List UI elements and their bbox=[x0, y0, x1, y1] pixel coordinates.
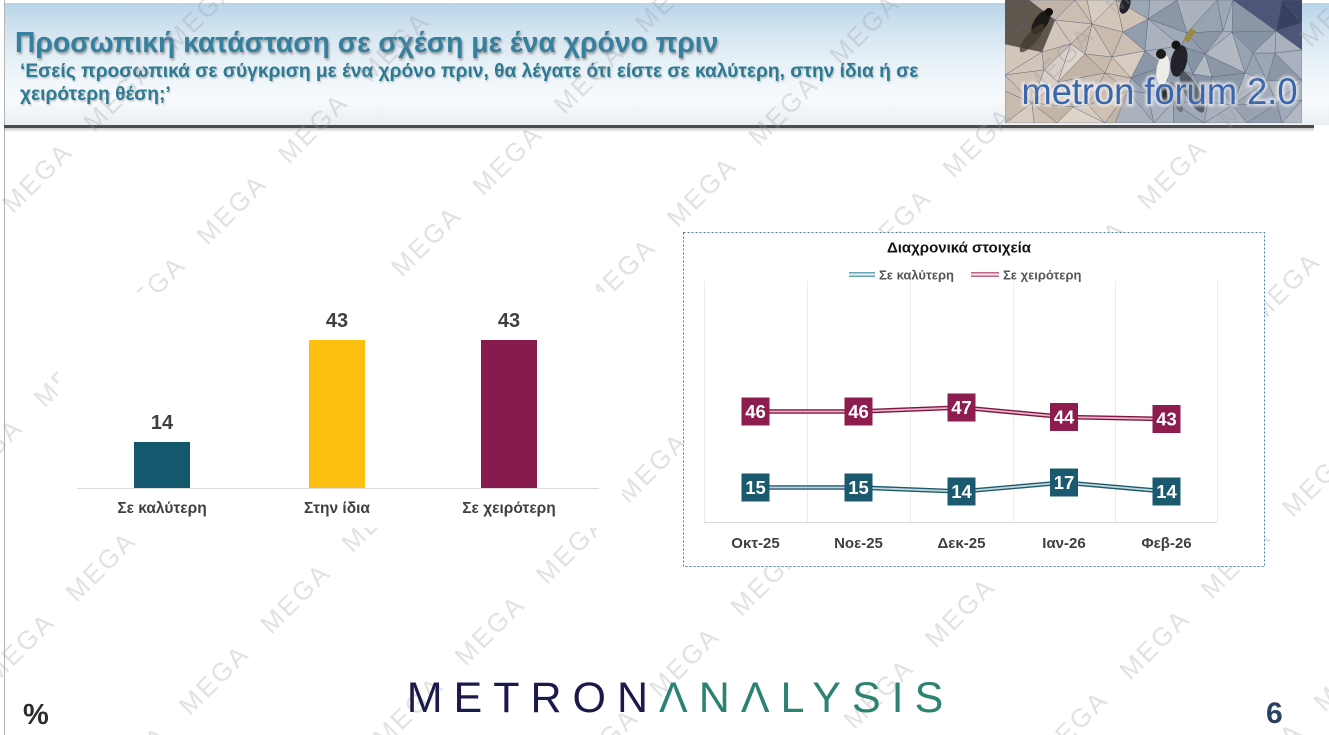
svg-text:Νοε-25: Νοε-25 bbox=[834, 535, 883, 552]
svg-text:Οκτ-25: Οκτ-25 bbox=[731, 535, 779, 552]
svg-text:Διαχρονικά στοιχεία: Διαχρονικά στοιχεία bbox=[887, 240, 1032, 257]
svg-text:14: 14 bbox=[1156, 481, 1177, 502]
svg-text:46: 46 bbox=[745, 401, 766, 422]
svg-text:Δεκ-25: Δεκ-25 bbox=[938, 535, 986, 552]
svg-text:15: 15 bbox=[848, 477, 869, 498]
svg-text:17: 17 bbox=[1054, 472, 1075, 493]
svg-text:Σε χειρότερη: Σε χειρότερη bbox=[1003, 268, 1081, 283]
svg-text:46: 46 bbox=[848, 401, 869, 422]
svg-text:47: 47 bbox=[951, 397, 972, 418]
svg-text:44: 44 bbox=[1054, 407, 1075, 428]
svg-text:Σε καλύτερη: Σε καλύτερη bbox=[879, 268, 954, 283]
svg-text:15: 15 bbox=[745, 477, 766, 498]
svg-text:Ιαν-26: Ιαν-26 bbox=[1042, 535, 1085, 552]
svg-text:43: 43 bbox=[1156, 409, 1177, 430]
svg-text:14: 14 bbox=[951, 481, 972, 502]
svg-text:metron forum 2.0: metron forum 2.0 bbox=[1022, 71, 1298, 112]
svg-text:Φεβ-26: Φεβ-26 bbox=[1141, 535, 1191, 552]
